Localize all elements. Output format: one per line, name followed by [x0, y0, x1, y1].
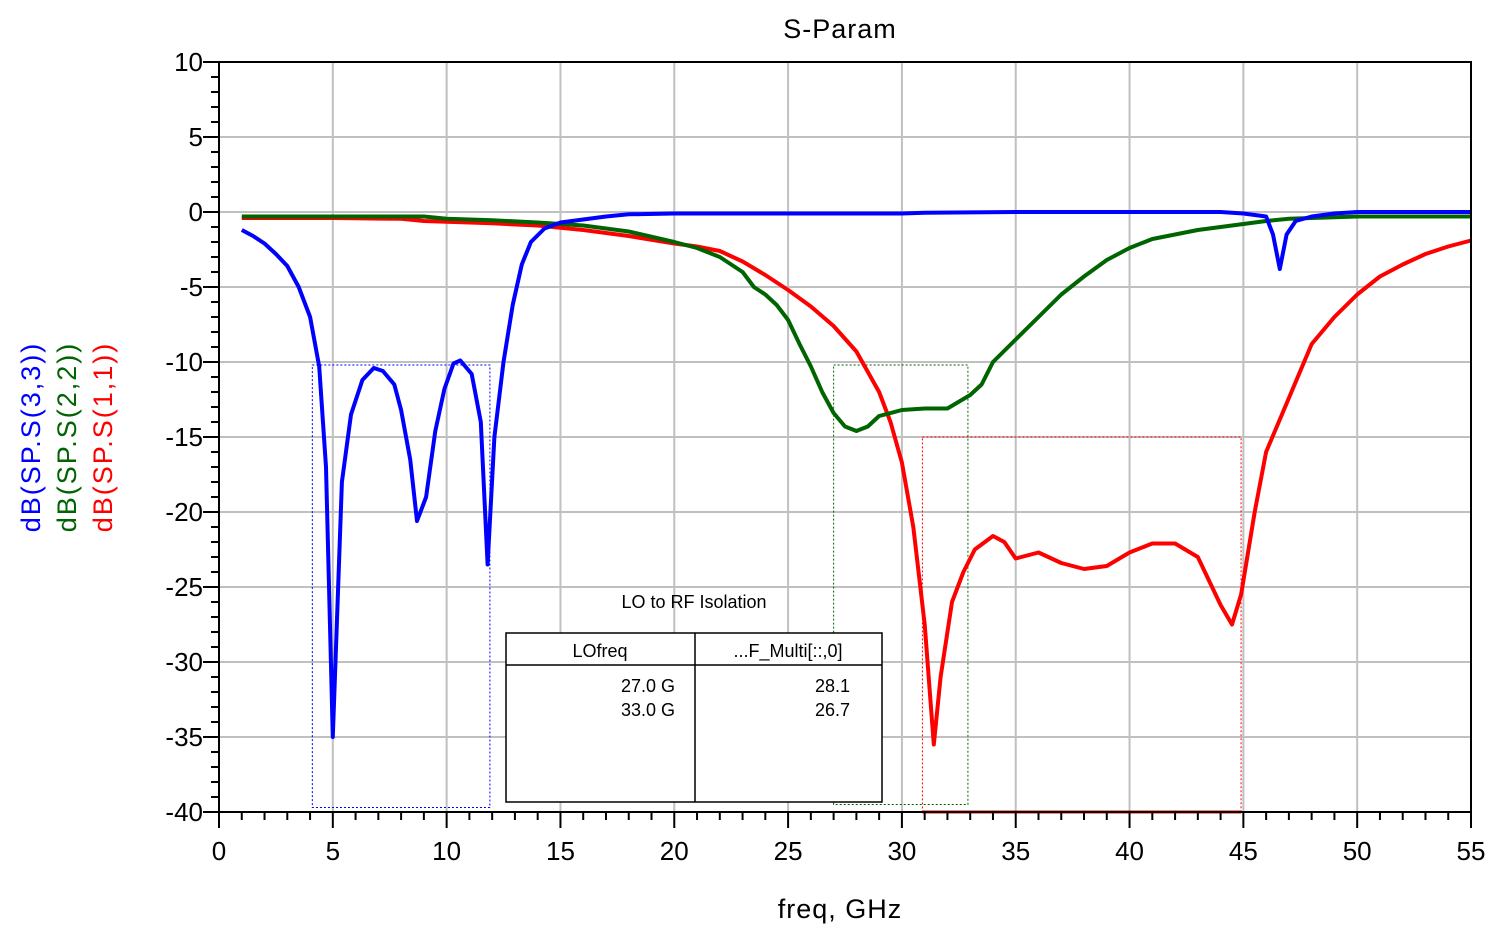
table-header-lofreq: LOfreq [572, 641, 627, 661]
table-cell-r1-c1: 26.7 [815, 700, 850, 720]
mask-box-2 [921, 436, 1242, 813]
y-axis-label-1: dB(SP.S(2,2)) [52, 342, 82, 533]
x-tick-label-2: 10 [432, 836, 461, 866]
y-tick-label-7: -25 [165, 572, 203, 602]
series-line-1 [241, 214, 1471, 433]
mask-box-1 [833, 364, 969, 805]
x-tick-label-6: 30 [887, 836, 916, 866]
y-tick-labels: 10 5 0 -5 -10 -15 -20 -25 -30 -35 -40 [165, 47, 203, 827]
mask-box-0 [311, 364, 491, 808]
x-tick-label-5: 25 [774, 836, 803, 866]
x-tick-label-9: 45 [1229, 836, 1258, 866]
x-tick-label-0: 0 [212, 836, 226, 866]
y-tick-label-5: -15 [165, 422, 203, 452]
y-tick-label-4: -10 [165, 347, 203, 377]
chart-title: S-Param [783, 14, 897, 44]
table-header-multi: ...F_Multi[::,0] [733, 641, 842, 662]
series-line-0 [240, 210, 1471, 739]
table-frame [505, 632, 883, 803]
x-tick-labels: 0 5 10 15 20 25 30 35 40 45 50 55 [212, 836, 1486, 866]
isolation-table: LO to RF Isolation LOfreq ...F_Multi[::,… [505, 592, 883, 803]
table-title: LO to RF Isolation [621, 592, 766, 612]
x-tick-label-4: 20 [660, 836, 689, 866]
y-tick-label-3: -5 [180, 272, 203, 302]
y-axis-label-0: dB(SP.S(3,3)) [16, 342, 46, 533]
y-tick-label-9: -35 [165, 722, 203, 752]
table-cell-r0-c1: 28.1 [815, 676, 850, 696]
y-tick-label-8: -30 [165, 647, 203, 677]
x-tick-label-11: 55 [1457, 836, 1486, 866]
y-tick-label-1: 5 [189, 122, 203, 152]
x-tick-label-8: 40 [1115, 836, 1144, 866]
y-tick-label-10: -40 [165, 797, 203, 827]
x-tick-label-3: 15 [546, 836, 575, 866]
y-axis-legend-labels: dB(SP.S(3,3)) dB(SP.S(2,2)) dB(SP.S(1,1)) [16, 342, 118, 533]
series-line-2 [241, 216, 1472, 747]
x-tick-label-10: 50 [1343, 836, 1372, 866]
x-axis-label: freq, GHz [778, 894, 903, 924]
x-tick-label-1: 5 [326, 836, 340, 866]
y-axis-label-2: dB(SP.S(1,1)) [88, 342, 118, 533]
table-cell-r1-c0: 33.0 G [621, 700, 675, 720]
axes [203, 61, 1472, 828]
table-cell-r0-c0: 27.0 G [621, 676, 675, 696]
y-tick-label-0: 10 [174, 47, 203, 77]
y-tick-label-2: 0 [189, 197, 203, 227]
y-tick-label-6: -20 [165, 497, 203, 527]
x-tick-label-7: 35 [1001, 836, 1030, 866]
